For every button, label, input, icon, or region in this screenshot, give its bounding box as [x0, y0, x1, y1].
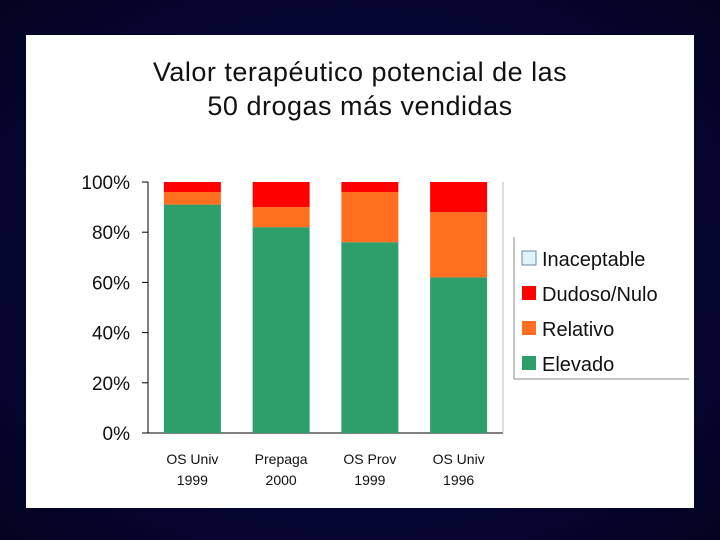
y-tick-label: 100% — [81, 173, 130, 194]
legend-label: Elevado — [542, 354, 614, 376]
chart-title-line-2: 50 drogas más vendidas — [207, 91, 513, 121]
y-tick-label: 80% — [92, 223, 130, 244]
x-tick-label: Prepaga — [255, 451, 308, 467]
x-tick-label: OS Prov — [343, 451, 396, 467]
bar-segment-relativo — [163, 192, 221, 205]
x-tick-label: OS Univ — [166, 451, 218, 467]
legend-swatch — [521, 250, 537, 266]
legend-swatch — [522, 321, 536, 335]
x-tick-label: 2000 — [266, 472, 297, 488]
bar-segment-relativo — [341, 192, 399, 243]
y-tick-label: 40% — [92, 324, 130, 345]
bar-segment-dudoso-nulo — [341, 182, 399, 193]
legend-label: Dudoso/Nulo — [542, 284, 658, 306]
legend-swatch — [522, 356, 536, 370]
y-tick-label: 20% — [92, 374, 130, 395]
bar-segment-elevado — [430, 277, 488, 433]
bar-segment-elevado — [163, 204, 221, 433]
y-tick-label: 60% — [92, 273, 130, 294]
legend-label: Relativo — [542, 319, 614, 341]
stacked-bar-chart: 0% 20% 40% 60% 80% 100% OS Univ 1999 Prepaga 2000… — [81, 173, 689, 488]
bar-segment-dudoso-nulo — [252, 182, 310, 208]
slide: Valor terapéutico potencial de las 50 dr… — [26, 35, 694, 508]
y-tick-label: 0% — [103, 424, 131, 445]
bar-segment-dudoso-nulo — [430, 182, 488, 213]
bar-segment-relativo — [252, 207, 310, 228]
bar-segment-relativo — [430, 212, 488, 278]
x-tick-label: OS Univ — [433, 451, 485, 467]
bar-segment-dudoso-nulo — [163, 182, 221, 193]
x-tick-label: 1996 — [443, 472, 474, 488]
legend-label: Inaceptable — [542, 249, 645, 271]
legend-swatch — [522, 286, 536, 300]
chart-title: Valor terapéutico potencial de las 50 dr… — [26, 55, 694, 123]
bar-segment-elevado — [252, 227, 310, 433]
bar-segment-elevado — [341, 242, 399, 433]
chart-title-line-1: Valor terapéutico potencial de las — [152, 57, 568, 87]
legend-box — [514, 237, 689, 379]
x-tick-label: 1999 — [354, 472, 385, 488]
x-tick-label: 1999 — [177, 472, 208, 488]
